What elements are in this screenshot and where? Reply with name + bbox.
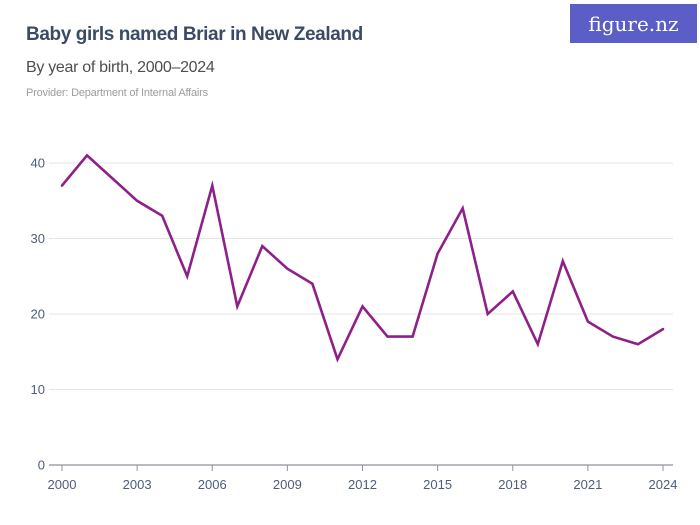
- y-tick-label: 40: [31, 156, 45, 171]
- x-tick-label: 2009: [273, 477, 302, 492]
- y-tick-label: 20: [31, 307, 45, 322]
- x-tick-label: 2012: [348, 477, 377, 492]
- figure-nz-logo[interactable]: figure.nz: [570, 4, 697, 43]
- y-tick-label: 10: [31, 382, 45, 397]
- x-tick-label: 2024: [649, 477, 678, 492]
- x-tick-label: 2000: [48, 477, 77, 492]
- data-line-briar: [60, 153, 665, 363]
- y-tick-label: 30: [31, 231, 45, 246]
- page-title: Baby girls named Briar in New Zealand: [26, 24, 363, 45]
- figure-nz-logo-text: figure.nz: [588, 11, 679, 36]
- provider-label: Provider: Department of Internal Affairs: [26, 87, 208, 99]
- y-tick-label: 0: [38, 458, 45, 473]
- x-tick-label: 2006: [198, 477, 227, 492]
- page-subtitle: By year of birth, 2000–2024: [26, 59, 215, 76]
- x-tick-label: 2003: [123, 477, 152, 492]
- x-tick-label: 2015: [423, 477, 452, 492]
- x-tick-label: 2018: [498, 477, 527, 492]
- x-tick-label: 2021: [573, 477, 602, 492]
